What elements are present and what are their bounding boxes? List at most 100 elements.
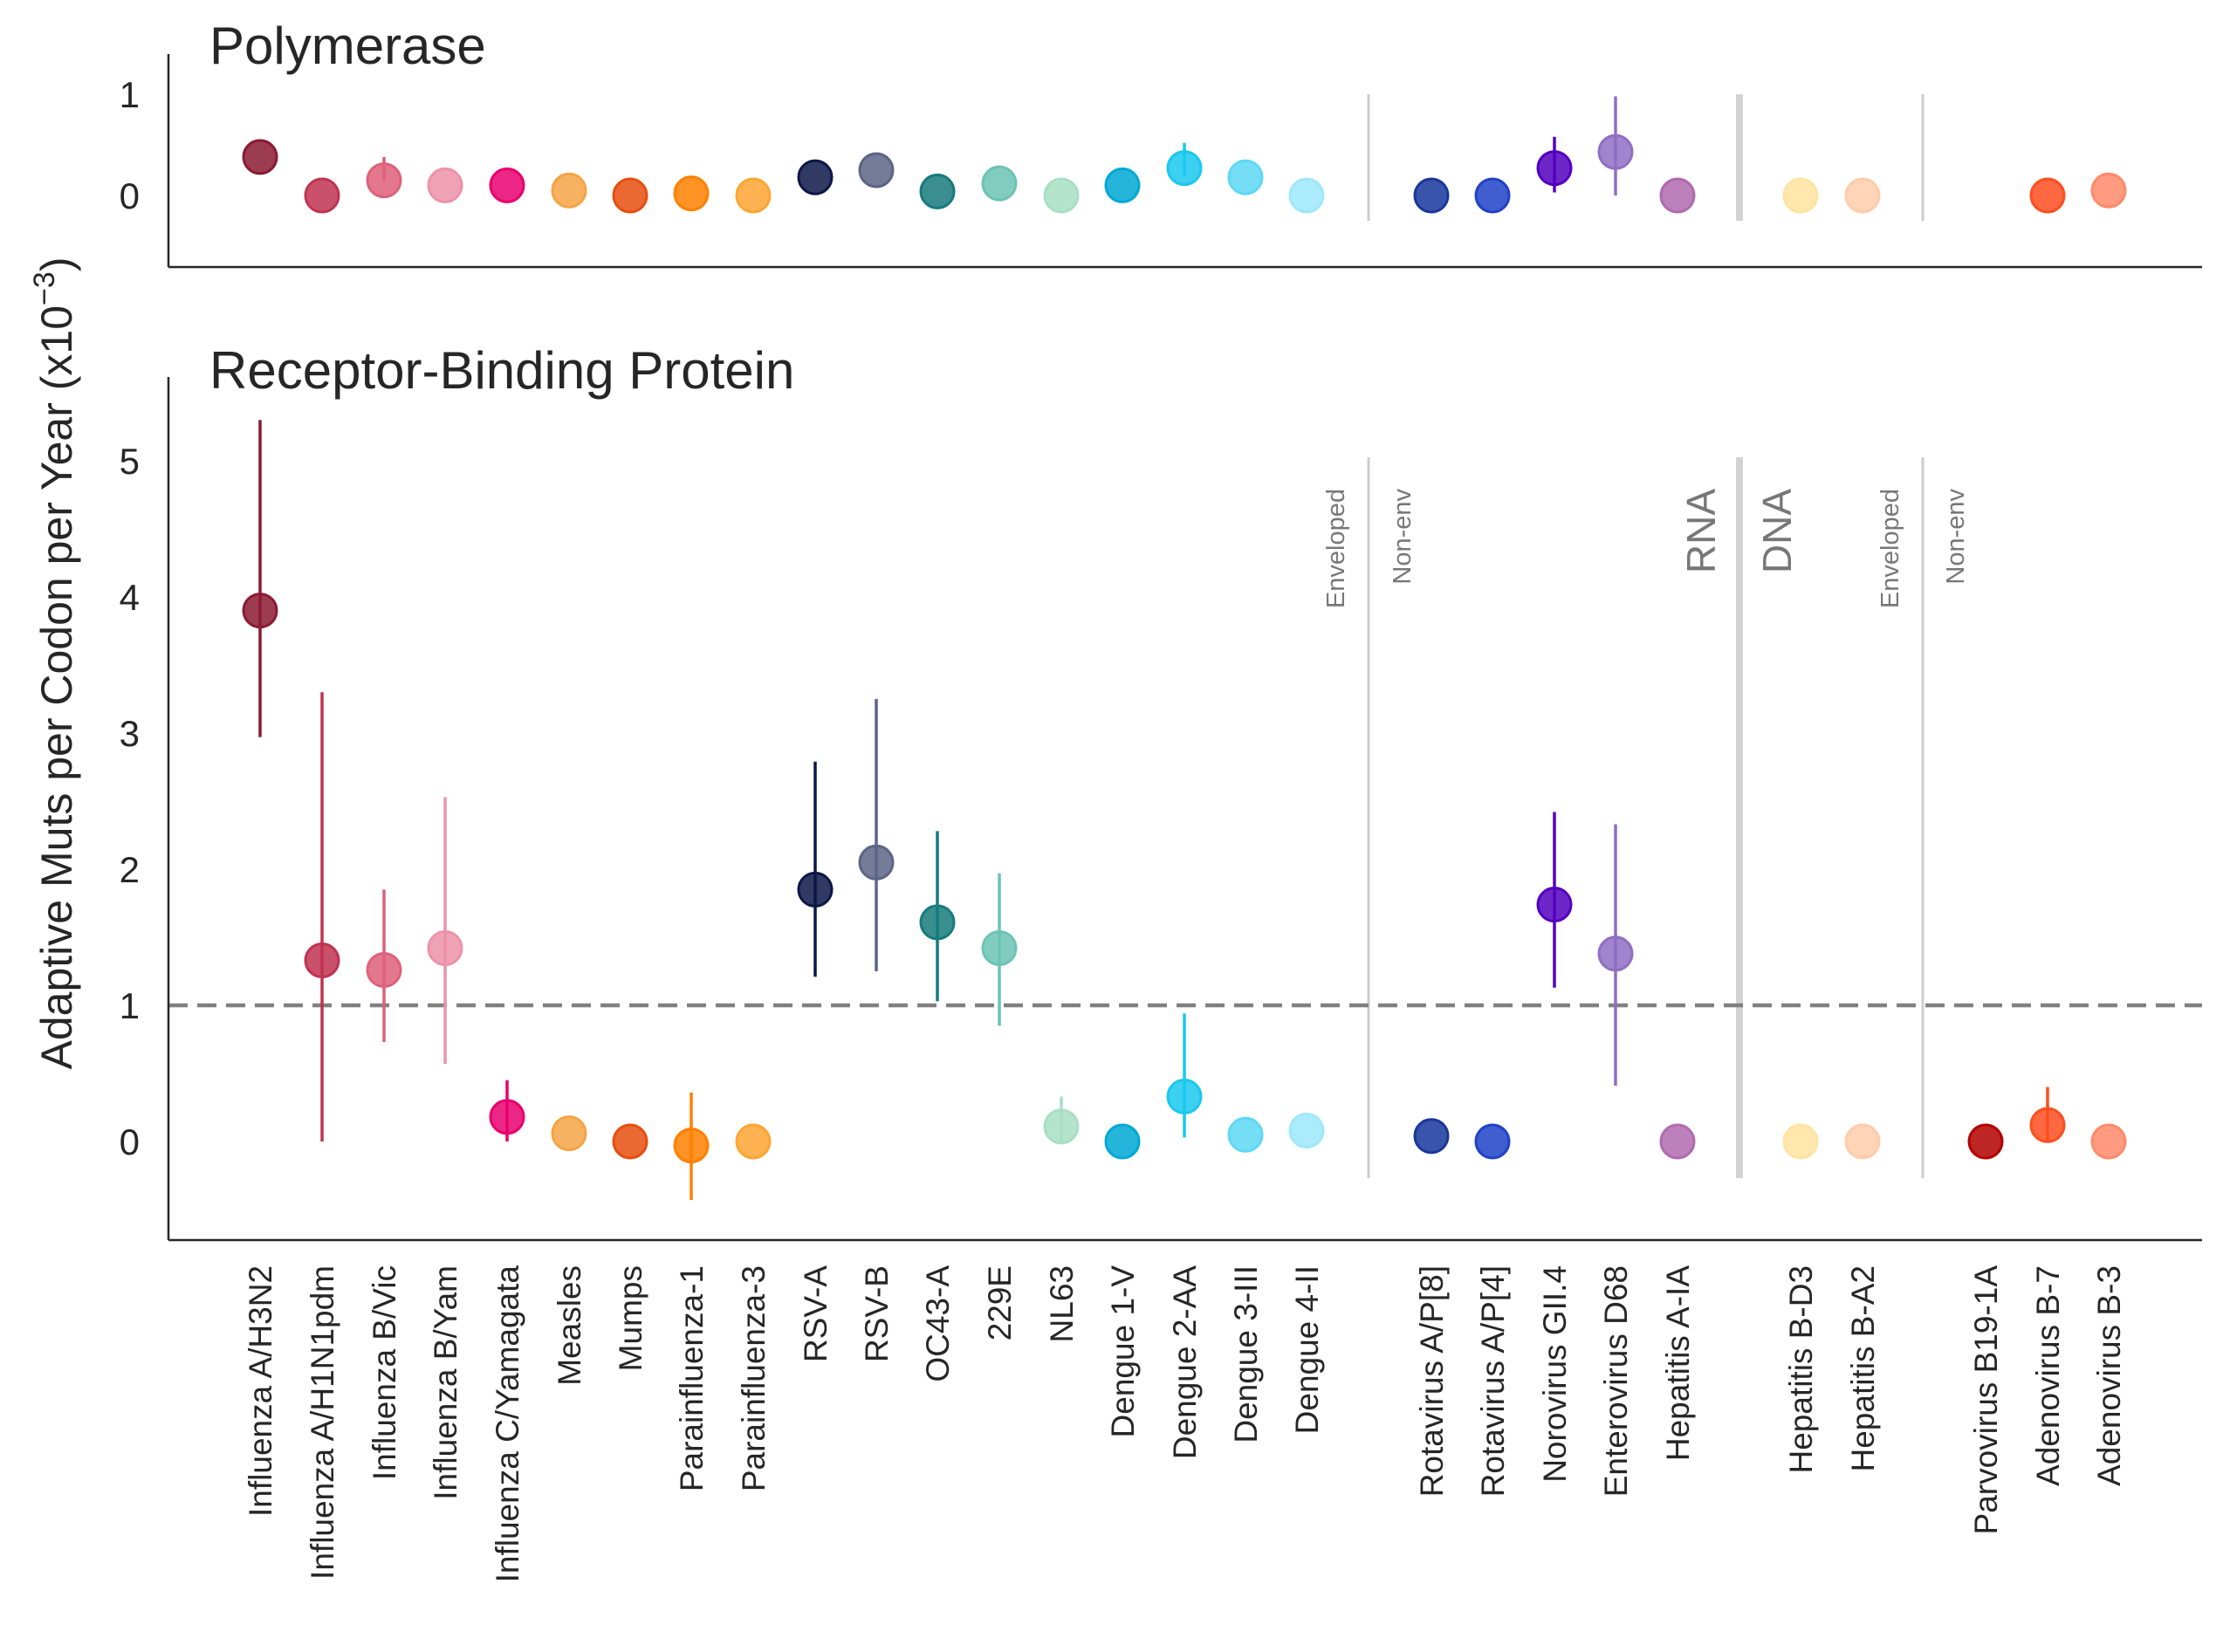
x-tick-label: Influenza C/Yamagata xyxy=(490,1265,525,1583)
data-point xyxy=(858,844,895,881)
data-point xyxy=(1536,887,1573,923)
data-point xyxy=(981,929,1018,966)
group-label-3: DNA xyxy=(1754,489,1800,573)
group-label-1: Non-env xyxy=(1389,489,1417,585)
x-tick-label: Parvovirus B19-1A xyxy=(1968,1265,2004,1535)
data-point xyxy=(858,152,895,189)
data-point xyxy=(2029,177,2066,214)
data-point xyxy=(1166,150,1203,187)
data-point xyxy=(1043,1108,1080,1145)
data-point xyxy=(1536,150,1573,187)
group-label-5: Non-env xyxy=(1942,489,1970,585)
y-axis-title-close: ) xyxy=(32,257,81,272)
group-label-2: RNA xyxy=(1678,489,1724,573)
data-point xyxy=(919,173,956,209)
data-point xyxy=(366,951,402,988)
x-tick-label: Influenza A/H1N1pdm xyxy=(305,1265,340,1580)
x-tick-label: Norovirus GII.4 xyxy=(1537,1265,1573,1483)
y-axis-title-exponent: −3 xyxy=(28,271,61,305)
x-tick-label: Influenza A/H3N2 xyxy=(243,1265,278,1517)
x-tick-label: Parainfluenza-1 xyxy=(674,1265,710,1491)
x-tick-label: Hepatitis A-IA xyxy=(1660,1265,1696,1461)
y-tick-label: 2 xyxy=(120,849,140,890)
y-axis-title-main: Adaptive Muts per Codon per Year (x10 xyxy=(32,305,81,1070)
x-tick-label: Adenovirus B-7 xyxy=(2030,1265,2066,1486)
x-tick-label: Rotavirus A/P[4] xyxy=(1475,1265,1511,1497)
data-point xyxy=(1413,177,1450,214)
x-tick-label: Hepatitis B-D3 xyxy=(1783,1265,1819,1474)
data-point xyxy=(2090,1123,2127,1160)
data-point xyxy=(1227,159,1264,195)
x-tick-label: Influenza B/Vic xyxy=(367,1265,402,1480)
y-tick-label: 5 xyxy=(120,441,140,482)
data-point xyxy=(242,593,278,629)
data-point xyxy=(797,159,834,195)
panel-1: 0 1 2 3 4 5 Receptor-Binding Protein xyxy=(120,341,2202,1242)
data-point xyxy=(304,943,340,979)
data-point xyxy=(1659,1123,1696,1160)
data-point xyxy=(1782,1123,1819,1160)
data-point xyxy=(1782,177,1819,214)
data-point xyxy=(1844,1123,1881,1160)
y-tick-label: 1 xyxy=(120,985,140,1026)
data-point xyxy=(981,165,1018,202)
x-tick-label: RSV-B xyxy=(859,1265,895,1362)
data-point xyxy=(2090,172,2127,209)
data-point xyxy=(1288,177,1325,214)
data-point xyxy=(427,167,463,203)
data-point xyxy=(1227,1116,1264,1153)
data-point xyxy=(612,177,648,214)
data-point xyxy=(489,1099,525,1135)
panel-title: Polymerase xyxy=(209,17,486,75)
data-point xyxy=(1967,1123,2004,1160)
data-point xyxy=(1104,167,1141,203)
y-tick-label: 0 xyxy=(120,175,140,216)
x-tick-label: OC43-A xyxy=(920,1265,956,1382)
data-point xyxy=(1288,1113,1325,1149)
data-point xyxy=(919,904,956,941)
data-point xyxy=(551,172,587,209)
panel-title: Receptor-Binding Protein xyxy=(209,341,794,400)
x-tick-label: Influenza B/Yam xyxy=(428,1265,463,1500)
group-label-4: Enveloped xyxy=(1877,489,1904,608)
data-point xyxy=(1474,1123,1511,1160)
x-tick-label: 229E xyxy=(982,1265,1018,1340)
x-tick-label: NL63 xyxy=(1044,1265,1080,1342)
x-tick-label: Adenovirus B-3 xyxy=(2091,1265,2127,1486)
panel-0: 0 1 Polymerase xyxy=(120,17,2202,269)
x-tick-label: Measles xyxy=(552,1265,587,1386)
y-axis-title: Adaptive Muts per Codon per Year (x10−3) xyxy=(28,257,81,1070)
data-point xyxy=(304,177,340,214)
data-point xyxy=(1104,1123,1141,1160)
data-point xyxy=(1474,177,1511,214)
data-point xyxy=(673,175,710,212)
data-point xyxy=(489,167,525,203)
y-tick-label: 1 xyxy=(120,74,140,115)
data-point xyxy=(797,871,834,908)
data-point xyxy=(1166,1079,1203,1115)
y-tick-label: 0 xyxy=(120,1121,140,1162)
y-tick-label: 4 xyxy=(120,577,140,618)
data-point xyxy=(551,1115,587,1152)
data-point xyxy=(673,1128,710,1164)
x-tick-label: Parainfluenza-3 xyxy=(736,1265,772,1491)
x-tick-label: Rotavirus A/P[8] xyxy=(1414,1265,1450,1497)
x-tick-label: Enterovirus D68 xyxy=(1598,1265,1634,1497)
data-point xyxy=(1413,1118,1450,1155)
x-tick-label: Mumps xyxy=(613,1265,648,1371)
data-point xyxy=(1659,177,1696,214)
data-point xyxy=(612,1123,648,1160)
data-point xyxy=(1844,177,1881,214)
y-tick-label: 3 xyxy=(120,713,140,754)
x-tick-label: Dengue 1-V xyxy=(1105,1265,1141,1438)
data-point xyxy=(427,929,463,966)
data-point xyxy=(735,1123,772,1160)
data-point xyxy=(366,162,402,199)
x-tick-label: Dengue 2-AA xyxy=(1167,1265,1203,1459)
group-label-0: Enveloped xyxy=(1322,489,1350,608)
x-tick-label: Hepatitis B-A2 xyxy=(1845,1265,1881,1472)
data-point xyxy=(1597,936,1634,972)
data-point xyxy=(2029,1107,2066,1143)
